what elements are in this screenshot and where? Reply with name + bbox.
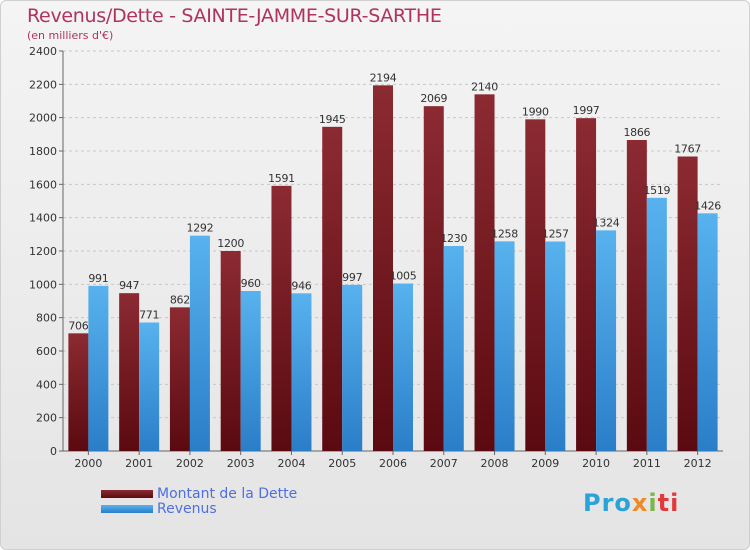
bar-revenus <box>291 293 312 451</box>
bar-revenus <box>646 197 667 451</box>
chart-title: Revenus/Dette - SAINTE-JAMME-SUR-SARTHE <box>27 5 442 27</box>
bar-dette <box>576 118 597 452</box>
bar-revenus <box>443 246 464 451</box>
bar-dette <box>169 307 190 451</box>
x-tick-label: 2008 <box>481 457 509 470</box>
data-label: 946 <box>291 279 311 292</box>
bar-revenus <box>393 283 413 451</box>
bar-dette <box>423 106 444 452</box>
bar-revenus <box>139 322 160 451</box>
data-label: 862 <box>170 293 190 306</box>
x-tick-label: 2011 <box>633 457 661 470</box>
x-tick-label: 2010 <box>582 457 610 470</box>
data-label: 1258 <box>491 227 518 240</box>
data-label: 2140 <box>471 80 498 93</box>
x-tick-label: 2003 <box>227 457 255 470</box>
bar-dette <box>677 156 698 451</box>
data-label: 1990 <box>522 105 549 118</box>
bar-revenus <box>88 285 109 451</box>
x-tick-label: 2000 <box>74 457 102 470</box>
bar-dette <box>220 251 241 451</box>
bar-dette <box>271 185 292 452</box>
bar-dette <box>474 94 495 451</box>
data-label: 1324 <box>593 216 620 229</box>
y-tick-label: 2400 <box>29 45 57 58</box>
data-label: 1292 <box>187 222 214 235</box>
data-label: 1767 <box>674 143 701 156</box>
data-label: 1426 <box>694 199 721 212</box>
bar-dette <box>373 85 393 451</box>
data-label: 1997 <box>573 104 600 117</box>
y-tick-label: 2200 <box>29 78 57 91</box>
bar-dette <box>322 126 343 451</box>
x-tick-label: 2002 <box>176 457 204 470</box>
data-label: 1519 <box>643 184 670 197</box>
bar-revenus <box>189 235 210 451</box>
data-label: 771 <box>139 309 159 322</box>
y-tick-label: 800 <box>36 312 57 325</box>
data-label: 2069 <box>420 92 447 105</box>
y-tick-label: 400 <box>36 378 57 391</box>
legend-swatch-debt <box>101 490 153 498</box>
data-label: 1591 <box>268 172 295 185</box>
proxiti-logo: Proxiti <box>583 489 680 517</box>
data-label: 1257 <box>542 228 569 241</box>
y-tick-label: 1000 <box>29 278 57 291</box>
data-label: 960 <box>241 277 261 290</box>
y-tick-label: 600 <box>36 345 57 358</box>
y-tick-label: 200 <box>36 412 57 425</box>
bars <box>68 85 718 452</box>
y-tick-label: 1200 <box>29 245 57 258</box>
bar-revenus <box>494 241 515 451</box>
legend-swatch-revenus <box>101 505 153 513</box>
bar-revenus <box>697 213 718 451</box>
x-tick-label: 2004 <box>277 457 305 470</box>
data-label: 1945 <box>319 113 346 126</box>
data-label: 997 <box>342 271 362 284</box>
bar-dette <box>68 333 89 451</box>
data-label: 2194 <box>370 71 397 84</box>
y-tick-label: 0 <box>50 445 57 458</box>
data-label: 991 <box>88 272 108 285</box>
x-tick-label: 2001 <box>125 457 153 470</box>
legend-label-debt: Montant de la Dette <box>157 486 298 502</box>
y-tick-label: 2000 <box>29 112 57 125</box>
data-label: 706 <box>68 319 88 332</box>
x-tick-label: 2006 <box>379 457 407 470</box>
data-label: 1200 <box>217 237 244 250</box>
data-label: 1230 <box>440 232 467 245</box>
bar-dette <box>119 293 140 451</box>
chart-subtitle: (en milliers d'€) <box>27 29 114 42</box>
y-tick-label: 1400 <box>29 212 57 225</box>
data-label: 1005 <box>390 270 417 283</box>
bar-revenus <box>545 241 566 451</box>
bar-revenus <box>342 284 363 451</box>
data-label: 947 <box>119 279 139 292</box>
x-tick-label: 2009 <box>531 457 559 470</box>
bar-revenus <box>596 230 617 451</box>
x-tick-label: 2005 <box>328 457 356 470</box>
x-tick-label: 2007 <box>430 457 458 470</box>
bar-revenus <box>240 291 261 451</box>
bar-dette <box>626 140 647 451</box>
y-tick-label: 1600 <box>29 178 57 191</box>
x-tick-label: 2012 <box>684 457 712 470</box>
y-tick-label: 1800 <box>29 145 57 158</box>
data-label: 1866 <box>623 126 650 139</box>
legend-label-revenus: Revenus <box>157 501 217 517</box>
bar-dette <box>525 119 546 451</box>
